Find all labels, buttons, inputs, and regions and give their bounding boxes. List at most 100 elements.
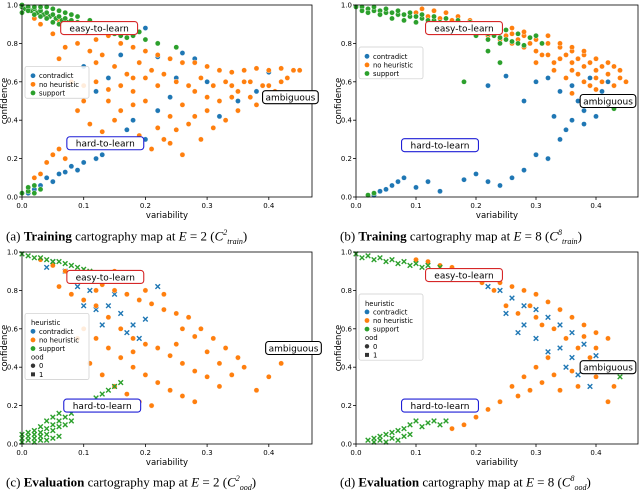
point-a-no-heuristic-79 xyxy=(259,82,266,89)
point-c-no-heuristic-20 xyxy=(130,335,136,342)
point-b-no-heuristic-67 xyxy=(569,90,575,97)
point-a-support-28 xyxy=(142,36,149,43)
x-tick-label-b-2: 0.2 xyxy=(470,202,481,210)
point-d-no-heuristic-37 xyxy=(575,383,581,390)
legend-entry-b-2: support xyxy=(373,70,399,78)
point-c-support-45 xyxy=(56,433,62,440)
point-d-support-25 xyxy=(425,420,431,426)
legend-entry-c-6: 1 xyxy=(39,371,43,379)
x-tick-label-c-4: 0.4 xyxy=(263,449,275,457)
legend-box-a xyxy=(24,66,90,99)
point-d-support-30 xyxy=(389,435,395,442)
point-d-no-heuristic-16 xyxy=(605,335,611,342)
point-d-support-2 xyxy=(377,254,383,261)
annotation-label-b-1: hard-to-learn xyxy=(411,141,470,151)
y-tick-label-c-5: 1.0 xyxy=(7,249,18,257)
point-c-no-heuristic-16 xyxy=(235,354,241,361)
point-c-support-3 xyxy=(37,254,44,261)
point-c-no-heuristic-51 xyxy=(266,373,272,380)
x-tick-label-a-3: 0.3 xyxy=(202,202,213,210)
point-d-no-heuristic-14 xyxy=(581,322,587,328)
point-d-support-19 xyxy=(389,429,395,436)
point-d-contradict-20 xyxy=(575,372,581,378)
caption-a-sup: 2 xyxy=(223,228,228,237)
point-b-support-25 xyxy=(503,36,509,43)
legend-marker-c-1 xyxy=(30,328,36,334)
axes-frame-d xyxy=(355,251,639,445)
point-a-no-heuristic-84 xyxy=(130,102,136,108)
point-c-no-heuristic-48 xyxy=(204,349,210,355)
point-a-no-heuristic-66 xyxy=(99,52,106,58)
point-d-no-heuristic-43 xyxy=(527,302,533,309)
point-c-no-heuristic-41 xyxy=(93,287,99,294)
y-tick-label-a-5: 1.0 xyxy=(7,2,18,10)
point-a-no-heuristic-76 xyxy=(222,79,229,85)
y-tick-label-d-4: 0.8 xyxy=(341,287,352,295)
legend-marker-d-5 xyxy=(364,344,370,349)
point-c-no-heuristic-35 xyxy=(167,387,173,394)
point-c-contradict-8 xyxy=(130,322,136,328)
point-c-no-heuristic-9 xyxy=(148,301,155,307)
point-d-contradict-18 xyxy=(515,329,521,336)
annotation-label-b-2: ambiguous xyxy=(583,97,633,107)
point-a-no-heuristic-46 xyxy=(148,146,155,152)
point-d-support-15 xyxy=(365,437,371,443)
point-c-no-heuristic-44 xyxy=(142,287,149,294)
point-c-support-38 xyxy=(117,379,124,386)
point-a-no-heuristic-43 xyxy=(111,117,118,123)
point-a-no-heuristic-90 xyxy=(80,98,87,104)
point-b-no-heuristic-59 xyxy=(593,75,599,81)
point-d-no-heuristic-1 xyxy=(425,258,431,265)
point-a-no-heuristic-41 xyxy=(87,121,93,127)
legend-entry-b-0: contradict xyxy=(373,53,408,61)
y-tick-label-c-2: 0.4 xyxy=(7,364,19,372)
annotation-box-a-2 xyxy=(262,90,319,105)
x-tick-label-a-1: 0.1 xyxy=(78,202,89,210)
point-c-no-heuristic-24 xyxy=(179,360,186,367)
point-d-contradict-7 xyxy=(557,322,563,328)
point-b-support-43 xyxy=(383,6,389,12)
point-a-support-10 xyxy=(50,11,56,18)
caption-b-sub: train xyxy=(562,236,578,246)
legend-marker-c-3 xyxy=(30,346,36,351)
caption-a-sym: C xyxy=(214,228,224,244)
caption-a-var: E xyxy=(178,228,187,244)
point-b-support-47 xyxy=(431,13,437,20)
point-b-contradict-5 xyxy=(401,174,407,181)
point-c-no-heuristic-26 xyxy=(204,373,210,380)
caption-a-label: (a) xyxy=(6,228,21,244)
point-d-contradict-11 xyxy=(533,335,539,342)
x-tick-label-d-2: 0.2 xyxy=(470,449,481,457)
point-a-no-heuristic-34 xyxy=(216,98,223,104)
point-b-no-heuristic-64 xyxy=(581,79,587,85)
caption-b-eq: = 8 xyxy=(524,228,542,244)
chart-panel-d: 0.0 0.1 0.2 0.3 0.4 0.0 0.2 0.4 0.6 0.8 1.0 variabi… xyxy=(334,249,639,468)
y-tick-label-c-1: 0.2 xyxy=(7,402,18,410)
point-a-no-heuristic-6 xyxy=(117,40,124,47)
legend-marker-c-5 xyxy=(30,363,36,368)
x-tick-label-b-0: 0.0 xyxy=(350,202,361,210)
legend-entry-c-2: no heuristic xyxy=(39,336,79,344)
point-a-no-heuristic-87 xyxy=(167,140,173,147)
point-a-no-heuristic-95 xyxy=(284,75,291,81)
point-a-contradict-3 xyxy=(43,174,50,181)
point-a-support-33 xyxy=(43,15,50,22)
point-a-no-heuristic-21 xyxy=(56,55,62,62)
point-b-no-heuristic-38 xyxy=(539,52,545,58)
point-c-no-heuristic-6 xyxy=(111,287,118,294)
x-tick-label-b-1: 0.1 xyxy=(410,202,421,210)
point-c-no-heuristic-45 xyxy=(161,291,167,298)
annotation-label-d-1: hard-to-learn xyxy=(411,402,470,412)
point-a-support-48 xyxy=(62,9,68,16)
annotation-label-a-0: easy-to-learn xyxy=(69,24,128,34)
point-d-contradict-4 xyxy=(521,302,527,309)
x-tick-label-a-0: 0.0 xyxy=(16,202,27,210)
legend-marker-d-3 xyxy=(364,326,370,332)
point-a-no-heuristic-25 xyxy=(105,98,112,104)
point-d-contradict-21 xyxy=(587,383,593,390)
point-a-no-heuristic-52 xyxy=(222,117,229,123)
point-b-contradict-9 xyxy=(461,176,467,183)
point-b-no-heuristic-35 xyxy=(587,82,593,89)
point-c-support-21 xyxy=(43,431,50,438)
